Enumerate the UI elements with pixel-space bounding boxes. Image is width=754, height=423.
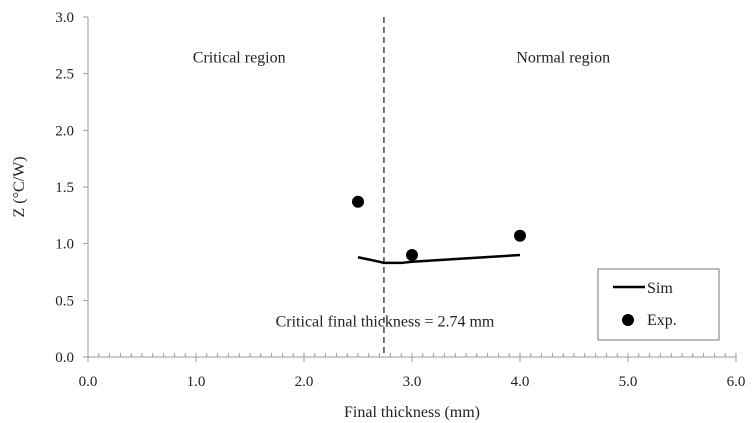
x-tick-label: 6.0: [727, 374, 746, 390]
legend-exp-label: Exp.: [647, 312, 677, 329]
y-tick-label: 1.5: [55, 180, 74, 196]
y-tick-label: 3.0: [55, 10, 74, 26]
y-tick-label: 2.5: [55, 67, 74, 83]
annotation-critical-thickness: Critical final thickness = 2.74 mm: [276, 313, 495, 330]
series-line-sim: [357, 253, 521, 265]
x-axis-title: Final thickness (mm): [344, 404, 480, 421]
y-axis-title: Z (°C/W): [11, 156, 28, 217]
legend-exp-marker-swatch: [622, 314, 634, 326]
y-tick-label: 2.0: [55, 123, 74, 139]
x-axis-ticks: 0.0 1.0 2.0 3.0 4.0 5.0 6.0: [79, 357, 746, 390]
legend-box: [597, 268, 720, 341]
x-minor-ticks: [87, 353, 737, 357]
x-tick-label: 2.0: [295, 374, 314, 390]
x-tick-label: 4.0: [511, 374, 530, 390]
y-tick-label: 0.5: [55, 293, 74, 309]
y-tick-label: 0.0: [55, 350, 74, 366]
x-tick-label: 1.0: [187, 374, 206, 390]
y-tick-label: 1.0: [55, 237, 74, 253]
x-tick-label: 0.0: [79, 374, 98, 390]
exp-data-point: [406, 249, 418, 261]
exp-data-point: [352, 195, 364, 208]
annotation-critical-region: Critical region: [193, 49, 286, 66]
legend-sim-label: Sim: [647, 280, 673, 297]
x-tick-label: 3.0: [403, 374, 422, 390]
annotation-normal-region: Normal region: [516, 49, 610, 66]
x-tick-label: 5.0: [619, 374, 638, 390]
series-group: [352, 195, 526, 265]
legend: Sim Exp.: [597, 268, 720, 341]
exp-data-point: [514, 229, 526, 242]
annotations: Critical region Normal region Critical fin…: [193, 49, 610, 330]
y-axis-ticks: 0.0 0.5 1.0 1.5 2.0 2.5 3.0: [55, 10, 88, 366]
